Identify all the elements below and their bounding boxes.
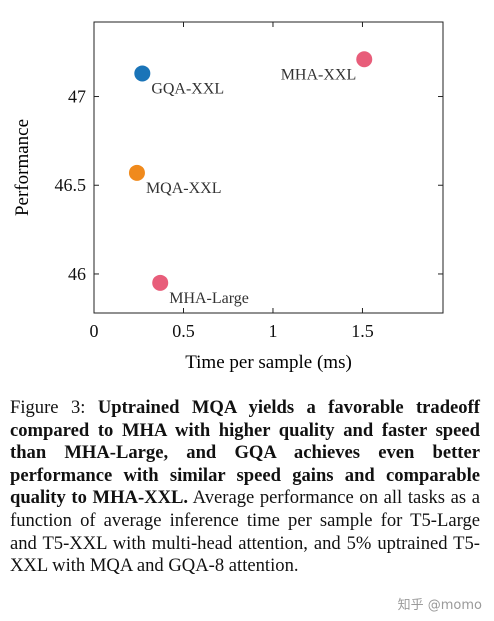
data-point-label: MHA-XXL [281,66,357,83]
watermark: 知乎 @momo [397,598,482,613]
data-point [356,51,373,68]
data-point [152,274,169,291]
data-point-label: GQA-XXL [151,80,224,97]
y-tick-label: 46.5 [55,175,87,195]
x-tick-label: 1.5 [351,321,374,341]
plot-axes [93,21,444,314]
caption-prefix: Figure 3: [10,397,98,418]
x-tick-label: 0.5 [172,321,195,341]
y-tick-label: 47 [68,87,86,107]
data-point-label: MHA-Large [169,290,249,307]
y-axis-label: Performance [12,119,33,216]
x-tick-label: 1 [268,321,277,341]
x-tick-label: 0 [90,321,99,341]
plot-frame [93,21,444,314]
caption-body-text: Average performance on all tasks as a fu… [10,487,480,577]
caption-bold-text: Uptrained MQA yields a favorable tradeof… [10,397,480,509]
data-point-label: MQA-XXL [146,180,222,197]
scatter-chart: 0 0.5 1 1.5 46 46.5 47 GQA-XXL MHA-XXL MQA-XXL MH… [12,21,444,373]
figure-caption: Figure 3: Uptrained MQA yields a favorab… [10,397,480,578]
y-tick-label: 46 [68,264,86,284]
data-points: GQA-XXL MHA-XXL MQA-XXL MHA-Large [128,51,373,307]
data-point [128,164,145,181]
axis-ticks: 0 0.5 1 1.5 46 46.5 47 [55,22,443,341]
data-point [134,65,151,82]
x-axis-label: Time per sample (ms) [185,352,352,373]
